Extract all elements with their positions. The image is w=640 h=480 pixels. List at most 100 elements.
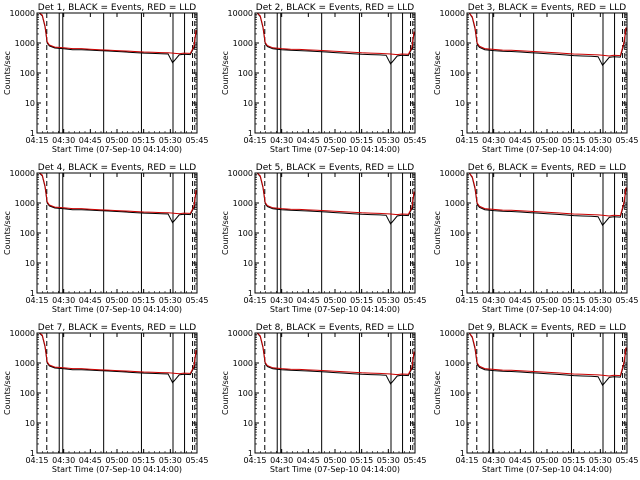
x-tick-label: 04:45 (79, 296, 102, 305)
series-line-lld (38, 12, 197, 55)
x-tick-label: 05:30 (377, 296, 400, 305)
x-tick-label: 04:30 (270, 456, 293, 465)
y-tick-label: 1 (30, 129, 35, 138)
series-line-lld (468, 12, 627, 57)
x-tick-label: 05:00 (323, 456, 346, 465)
chart-panel-7: Det 7, BLACK = Events, RED = LLD 1 10 100 10… (3, 323, 209, 474)
series-line-lld (256, 172, 415, 216)
chart-title: Det 8, BLACK = Events, RED = LLD (256, 323, 415, 333)
x-tick-label: 05:30 (589, 296, 612, 305)
x-tick-label: 04:45 (297, 456, 320, 465)
y-tick-label: 1000 (445, 39, 465, 48)
x-tick-label: 05:00 (535, 296, 558, 305)
x-axis-label: Start Time (07-Sep-10 04:14:00) (482, 145, 612, 154)
plot-frame (36, 12, 198, 134)
x-tick-label: 05:45 (403, 456, 426, 465)
y-tick-label: 1000 (15, 199, 35, 208)
x-tick-label: 05:15 (350, 296, 373, 305)
chart-title: Det 2, BLACK = Events, RED = LLD (256, 3, 415, 13)
y-tick-label: 1 (460, 289, 465, 298)
x-tick-label: 04:30 (270, 296, 293, 305)
x-tick-label: 04:45 (79, 136, 102, 145)
x-axis-label: Start Time (07-Sep-10 04:14:00) (52, 145, 182, 154)
x-tick-label: 04:15 (455, 136, 478, 145)
series-line-events (256, 332, 415, 385)
series-line-lld (256, 12, 415, 56)
series-line-events (38, 12, 197, 64)
y-tick-label: 100 (238, 389, 253, 398)
y-tick-label: 100 (450, 389, 465, 398)
y-tick-label: 100 (450, 69, 465, 78)
y-tick-label: 100 (20, 229, 35, 238)
plot-frame (466, 172, 628, 294)
x-tick-label: 05:15 (562, 296, 585, 305)
x-tick-label: 05:15 (562, 456, 585, 465)
x-tick-label: 05:00 (105, 296, 128, 305)
x-tick-label: 04:15 (243, 296, 266, 305)
x-tick-label: 04:30 (52, 296, 75, 305)
x-tick-label: 05:15 (132, 296, 155, 305)
x-tick-label: 05:00 (323, 136, 346, 145)
y-tick-label: 10 (243, 259, 253, 268)
y-tick-label: 1000 (233, 359, 253, 368)
chart-title: Det 5, BLACK = Events, RED = LLD (256, 163, 415, 173)
plot-frame (466, 332, 628, 454)
y-tick-label: 10 (243, 99, 253, 108)
series-line-lld (38, 172, 197, 215)
x-tick-label: 05:00 (535, 456, 558, 465)
plot-frame (466, 12, 628, 134)
x-tick-label: 04:30 (52, 136, 75, 145)
x-tick-label: 05:45 (615, 456, 638, 465)
x-tick-label: 05:30 (589, 136, 612, 145)
y-tick-label: 10000 (440, 329, 465, 338)
x-axis-label: Start Time (07-Sep-10 04:14:00) (270, 465, 400, 474)
y-axis-label: Counts/sec (3, 371, 12, 415)
y-axis-label: Counts/sec (221, 211, 230, 255)
x-tick-label: 05:30 (377, 136, 400, 145)
x-tick-label: 04:15 (455, 456, 478, 465)
y-tick-label: 1 (460, 129, 465, 138)
x-tick-label: 05:30 (377, 456, 400, 465)
series-line-events (256, 172, 415, 225)
x-axis-label: Start Time (07-Sep-10 04:14:00) (482, 305, 612, 314)
series-line-lld (468, 332, 627, 377)
chart-panel-1: Det 1, BLACK = Events, RED = LLD 1 10 100 10… (3, 3, 209, 154)
y-tick-label: 100 (450, 229, 465, 238)
chart-panel-3: Det 3, BLACK = Events, RED = LLD 1 10 100 10… (433, 3, 639, 154)
x-tick-label: 05:45 (185, 296, 208, 305)
y-tick-label: 1 (30, 289, 35, 298)
chart-panel-6: Det 6, BLACK = Events, RED = LLD 1 10 100 10… (433, 163, 639, 314)
chart-panel-8: Det 8, BLACK = Events, RED = LLD 1 10 100 10… (221, 323, 427, 474)
y-tick-label: 10000 (440, 9, 465, 18)
x-tick-label: 05:15 (350, 136, 373, 145)
x-tick-label: 04:15 (25, 136, 48, 145)
x-tick-label: 05:15 (562, 136, 585, 145)
x-tick-label: 05:15 (132, 136, 155, 145)
y-tick-label: 1 (248, 449, 253, 458)
y-tick-label: 1000 (233, 199, 253, 208)
y-tick-label: 1000 (445, 359, 465, 368)
x-axis-label: Start Time (07-Sep-10 04:14:00) (52, 465, 182, 474)
x-tick-label: 05:15 (350, 456, 373, 465)
x-tick-label: 04:15 (25, 296, 48, 305)
y-tick-label: 10 (25, 99, 35, 108)
y-tick-label: 1 (30, 449, 35, 458)
x-tick-label: 05:00 (105, 456, 128, 465)
y-tick-label: 1000 (233, 39, 253, 48)
x-tick-label: 05:30 (589, 456, 612, 465)
chart-title: Det 4, BLACK = Events, RED = LLD (38, 163, 197, 173)
x-tick-label: 04:45 (297, 136, 320, 145)
series-line-lld (38, 332, 197, 375)
x-tick-label: 05:30 (159, 136, 182, 145)
x-tick-label: 04:30 (482, 136, 505, 145)
chart-panel-9: Det 9, BLACK = Events, RED = LLD 1 10 100 10… (433, 323, 639, 474)
plot-frame (254, 12, 416, 134)
series-line-events (468, 12, 627, 67)
x-tick-label: 05:30 (159, 296, 182, 305)
x-tick-label: 05:00 (105, 136, 128, 145)
x-tick-label: 04:30 (482, 296, 505, 305)
x-tick-label: 05:15 (132, 456, 155, 465)
y-tick-label: 100 (20, 69, 35, 78)
chart-panel-2: Det 2, BLACK = Events, RED = LLD 1 10 100 10… (221, 3, 427, 154)
y-tick-label: 10000 (440, 169, 465, 178)
